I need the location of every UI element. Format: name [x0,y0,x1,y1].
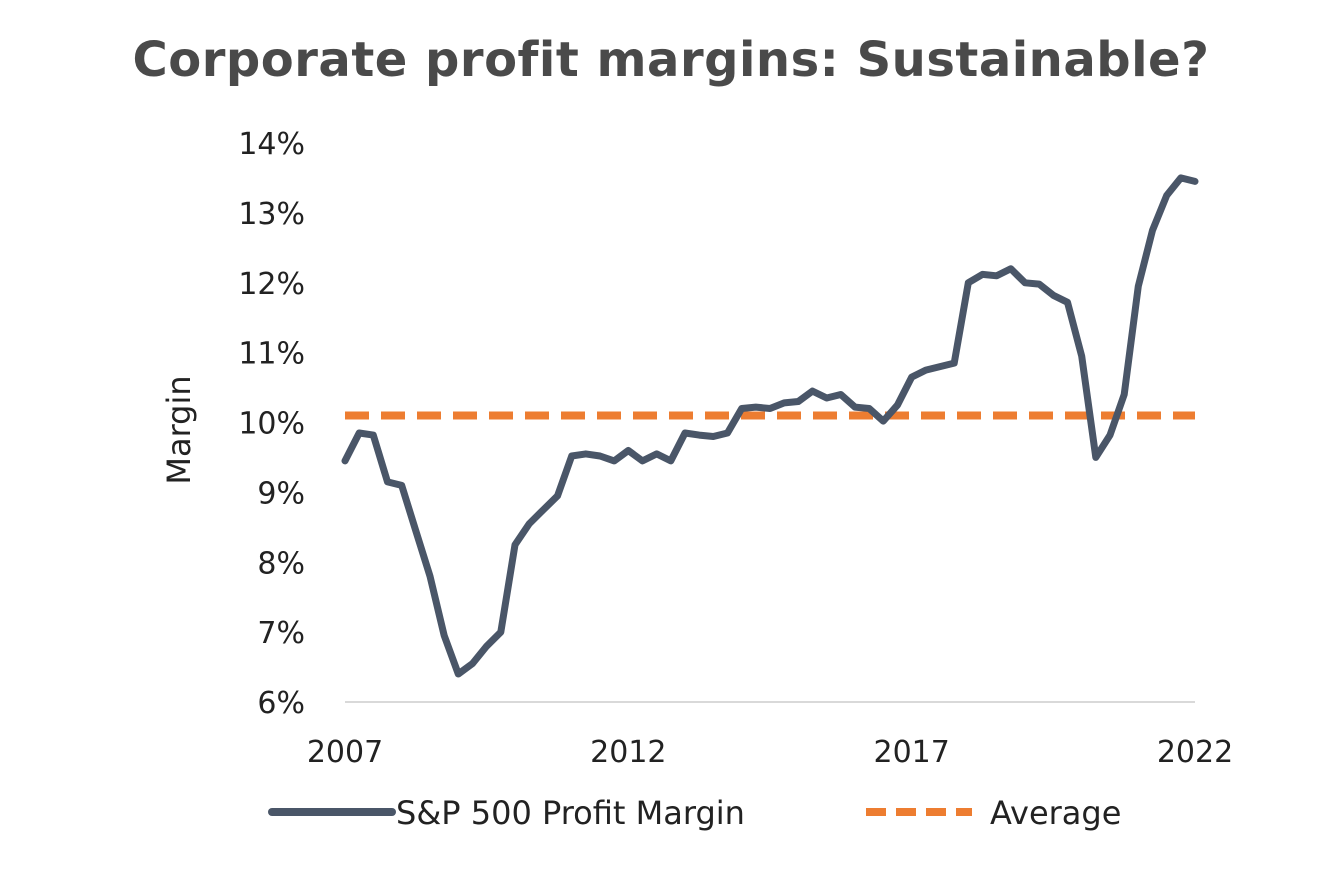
x-axis-ticks: 2007 2012 2017 2022 [307,735,1233,770]
legend-label-profit-margin: S&P 500 Profit Margin [396,794,745,832]
legend-item-profit-margin: S&P 500 Profit Margin [268,794,745,832]
x-tick-label: 2017 [873,735,949,770]
x-tick-label: 2012 [590,735,666,770]
y-axis-title: Margin [160,375,198,484]
y-tick-label: 6% [257,686,305,721]
y-axis-ticks: 6% 7% 8% 9% 10% 11% 12% 13% 14% [238,127,305,721]
series-layer [341,174,1199,678]
x-tick-label: 2007 [307,735,383,770]
y-tick-label: 11% [238,337,305,372]
series-line-profit-margin [341,174,1199,678]
y-tick-label: 12% [238,267,305,302]
chart-title: Corporate profit margins: Sustainable? [132,32,1210,88]
legend-label-average: Average [990,794,1121,832]
x-tick-label: 2022 [1157,735,1233,770]
y-tick-label: 13% [238,197,305,232]
legend-item-average: Average [866,794,1121,832]
legend: S&P 500 Profit Margin Average [268,794,1121,832]
y-tick-label: 14% [238,127,305,162]
y-tick-label: 8% [257,546,305,581]
y-tick-label: 10% [238,407,305,442]
y-tick-label: 9% [257,476,305,511]
y-tick-label: 7% [257,616,305,651]
